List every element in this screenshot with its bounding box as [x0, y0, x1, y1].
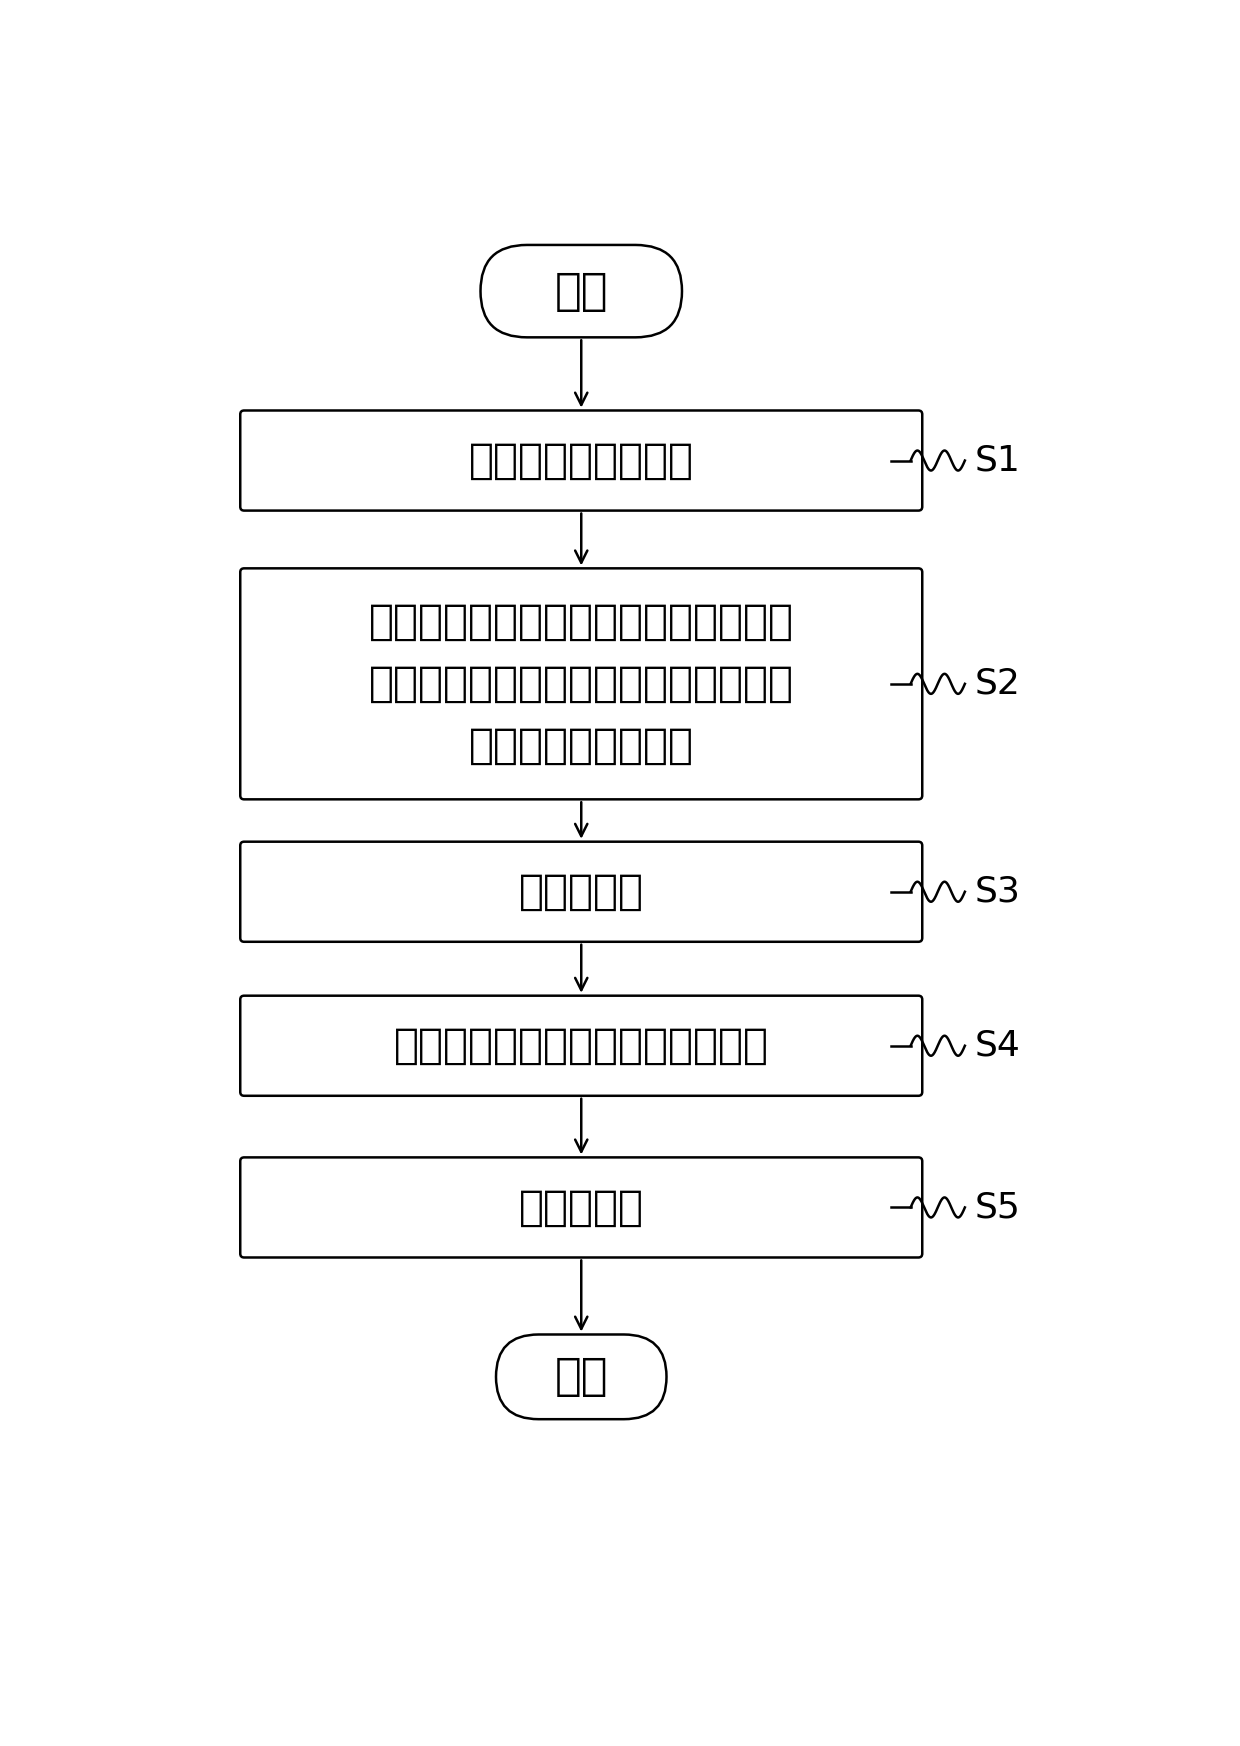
FancyBboxPatch shape — [481, 244, 682, 337]
Text: S4: S4 — [975, 1028, 1021, 1063]
Text: S3: S3 — [975, 875, 1021, 908]
Text: 形成顶电极: 形成顶电极 — [518, 1187, 644, 1229]
Text: 形成金属预制层，将金属预制层在磷酸
钠溶液中进行浸泡处理并烘干，进行后
硒化处理形成吸收层: 形成金属预制层，将金属预制层在磷酸 钠溶液中进行浸泡处理并烘干，进行后 硒化处理… — [368, 601, 794, 766]
FancyBboxPatch shape — [241, 569, 923, 800]
Text: 开始: 开始 — [554, 269, 608, 313]
Text: 在衬底上形成背电极: 在衬底上形成背电极 — [469, 440, 693, 482]
Text: 形成本征氧化锌层和掺杂氧化锌层: 形成本征氧化锌层和掺杂氧化锌层 — [394, 1025, 769, 1067]
Text: 形成缓冲层: 形成缓冲层 — [518, 871, 644, 913]
FancyBboxPatch shape — [241, 842, 923, 941]
Text: S1: S1 — [975, 443, 1021, 478]
FancyBboxPatch shape — [241, 410, 923, 510]
FancyBboxPatch shape — [241, 995, 923, 1096]
Text: 结束: 结束 — [554, 1355, 608, 1399]
Text: S2: S2 — [975, 667, 1021, 700]
Text: S5: S5 — [975, 1191, 1021, 1224]
FancyBboxPatch shape — [241, 1158, 923, 1257]
FancyBboxPatch shape — [496, 1334, 667, 1419]
